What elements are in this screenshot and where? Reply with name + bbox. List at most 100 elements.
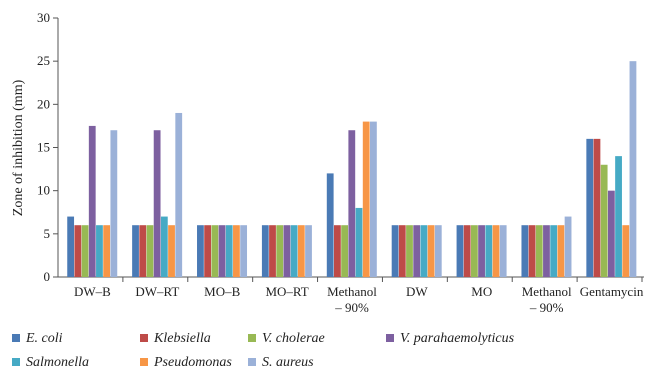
x-tick-label: DW–RT: [135, 284, 179, 299]
bar: [463, 225, 471, 277]
bar: [261, 225, 269, 277]
bar: [528, 225, 536, 277]
y-tick-label: 20: [37, 96, 50, 111]
bar: [81, 225, 89, 277]
bar: [74, 225, 82, 277]
legend-label: S. aureus: [262, 355, 314, 370]
bar: [586, 138, 594, 277]
bar: [204, 225, 212, 277]
bar: [67, 216, 75, 277]
y-axis-label: Zone of inhibition (mm): [11, 79, 26, 216]
legend-swatch: [248, 334, 256, 342]
bar: [470, 225, 478, 277]
bar: [413, 225, 421, 277]
y-tick-label: 15: [37, 140, 50, 155]
bar: [153, 130, 161, 277]
legend: E. coli Klebsiella V. cholerae V. parahaemo…: [12, 331, 515, 370]
y-tick-label: 0: [44, 269, 51, 284]
bar: [391, 225, 399, 277]
bar: [233, 225, 240, 277]
bar: [557, 225, 565, 277]
bar: [492, 225, 500, 277]
bar: [456, 225, 464, 277]
legend-label: Salmonella: [26, 355, 89, 370]
bar: [218, 225, 226, 277]
bar: [175, 112, 183, 277]
bar: [622, 225, 630, 277]
bar: [211, 225, 219, 277]
bar: [348, 130, 356, 277]
bar: [535, 225, 543, 277]
bar: [355, 207, 363, 277]
x-tick-label: MO: [471, 284, 492, 299]
bar: [370, 121, 377, 277]
bar: [600, 164, 608, 277]
bar: [499, 225, 507, 277]
legend-swatch: [140, 358, 148, 366]
legend-label: Pseudomonas: [153, 355, 232, 370]
bar: [593, 138, 601, 277]
bar: [146, 225, 154, 277]
bar: [607, 190, 615, 277]
bar: [88, 125, 96, 278]
x-tick-label: Gentamycin: [580, 284, 644, 299]
x-tick-label: DW: [406, 284, 428, 299]
bar: [326, 173, 334, 277]
bar: [629, 61, 637, 277]
legend-swatch: [140, 334, 148, 342]
legend-swatch: [248, 358, 256, 366]
x-tick-label: DW–B: [74, 284, 111, 299]
bar: [341, 225, 348, 277]
bar: [283, 225, 291, 277]
bar: [276, 225, 284, 277]
bar: [420, 225, 428, 277]
bar: [225, 225, 233, 277]
x-axis-labels: DW–B DW–RT MO–B MO–RT Methanol– 90%DW MO Metha…: [74, 284, 644, 315]
bar: [160, 216, 168, 277]
x-tick-label: – 90%: [334, 300, 369, 315]
x-tick-label: MO–RT: [265, 284, 308, 299]
legend-swatch: [12, 334, 20, 342]
bar: [427, 225, 435, 277]
bar: [168, 225, 175, 277]
bar: [334, 225, 341, 277]
bar: [297, 225, 305, 277]
legend-swatch: [386, 334, 394, 342]
bar: [103, 225, 111, 277]
legend-label: Klebsiella: [153, 331, 211, 346]
bar: [398, 225, 406, 277]
bar: [543, 225, 550, 277]
x-tick-label: MO–B: [204, 284, 240, 299]
bar: [521, 225, 529, 277]
bar: [406, 225, 413, 277]
bar: [478, 225, 485, 277]
x-tick-label: – 90%: [529, 300, 564, 315]
bar: [96, 225, 103, 277]
bar: [362, 121, 370, 277]
legend-label: V. parahaemolyticus: [400, 331, 515, 346]
y-tick-label: 30: [37, 10, 50, 25]
y-tick-label: 25: [37, 53, 50, 68]
bar: [240, 225, 248, 277]
bar: [110, 130, 118, 277]
bar: [305, 225, 312, 277]
bar: [550, 225, 558, 277]
bar: [132, 225, 139, 277]
bar: [564, 216, 572, 277]
bar: [615, 156, 622, 277]
legend-label: E. coli: [25, 331, 63, 346]
y-tick-label: 10: [37, 183, 50, 198]
bar: [434, 225, 442, 277]
bar: [139, 225, 147, 277]
legend-swatch: [12, 358, 20, 366]
x-tick-label: Methanol: [327, 284, 377, 299]
x-tick-label: Methanol: [522, 284, 572, 299]
bar: [485, 225, 493, 277]
legend-label: V. cholerae: [262, 331, 325, 346]
bars: [67, 61, 637, 278]
bar: [290, 225, 298, 277]
y-tick-label: 5: [44, 226, 51, 241]
bar: [269, 225, 276, 277]
bar: [197, 225, 204, 277]
